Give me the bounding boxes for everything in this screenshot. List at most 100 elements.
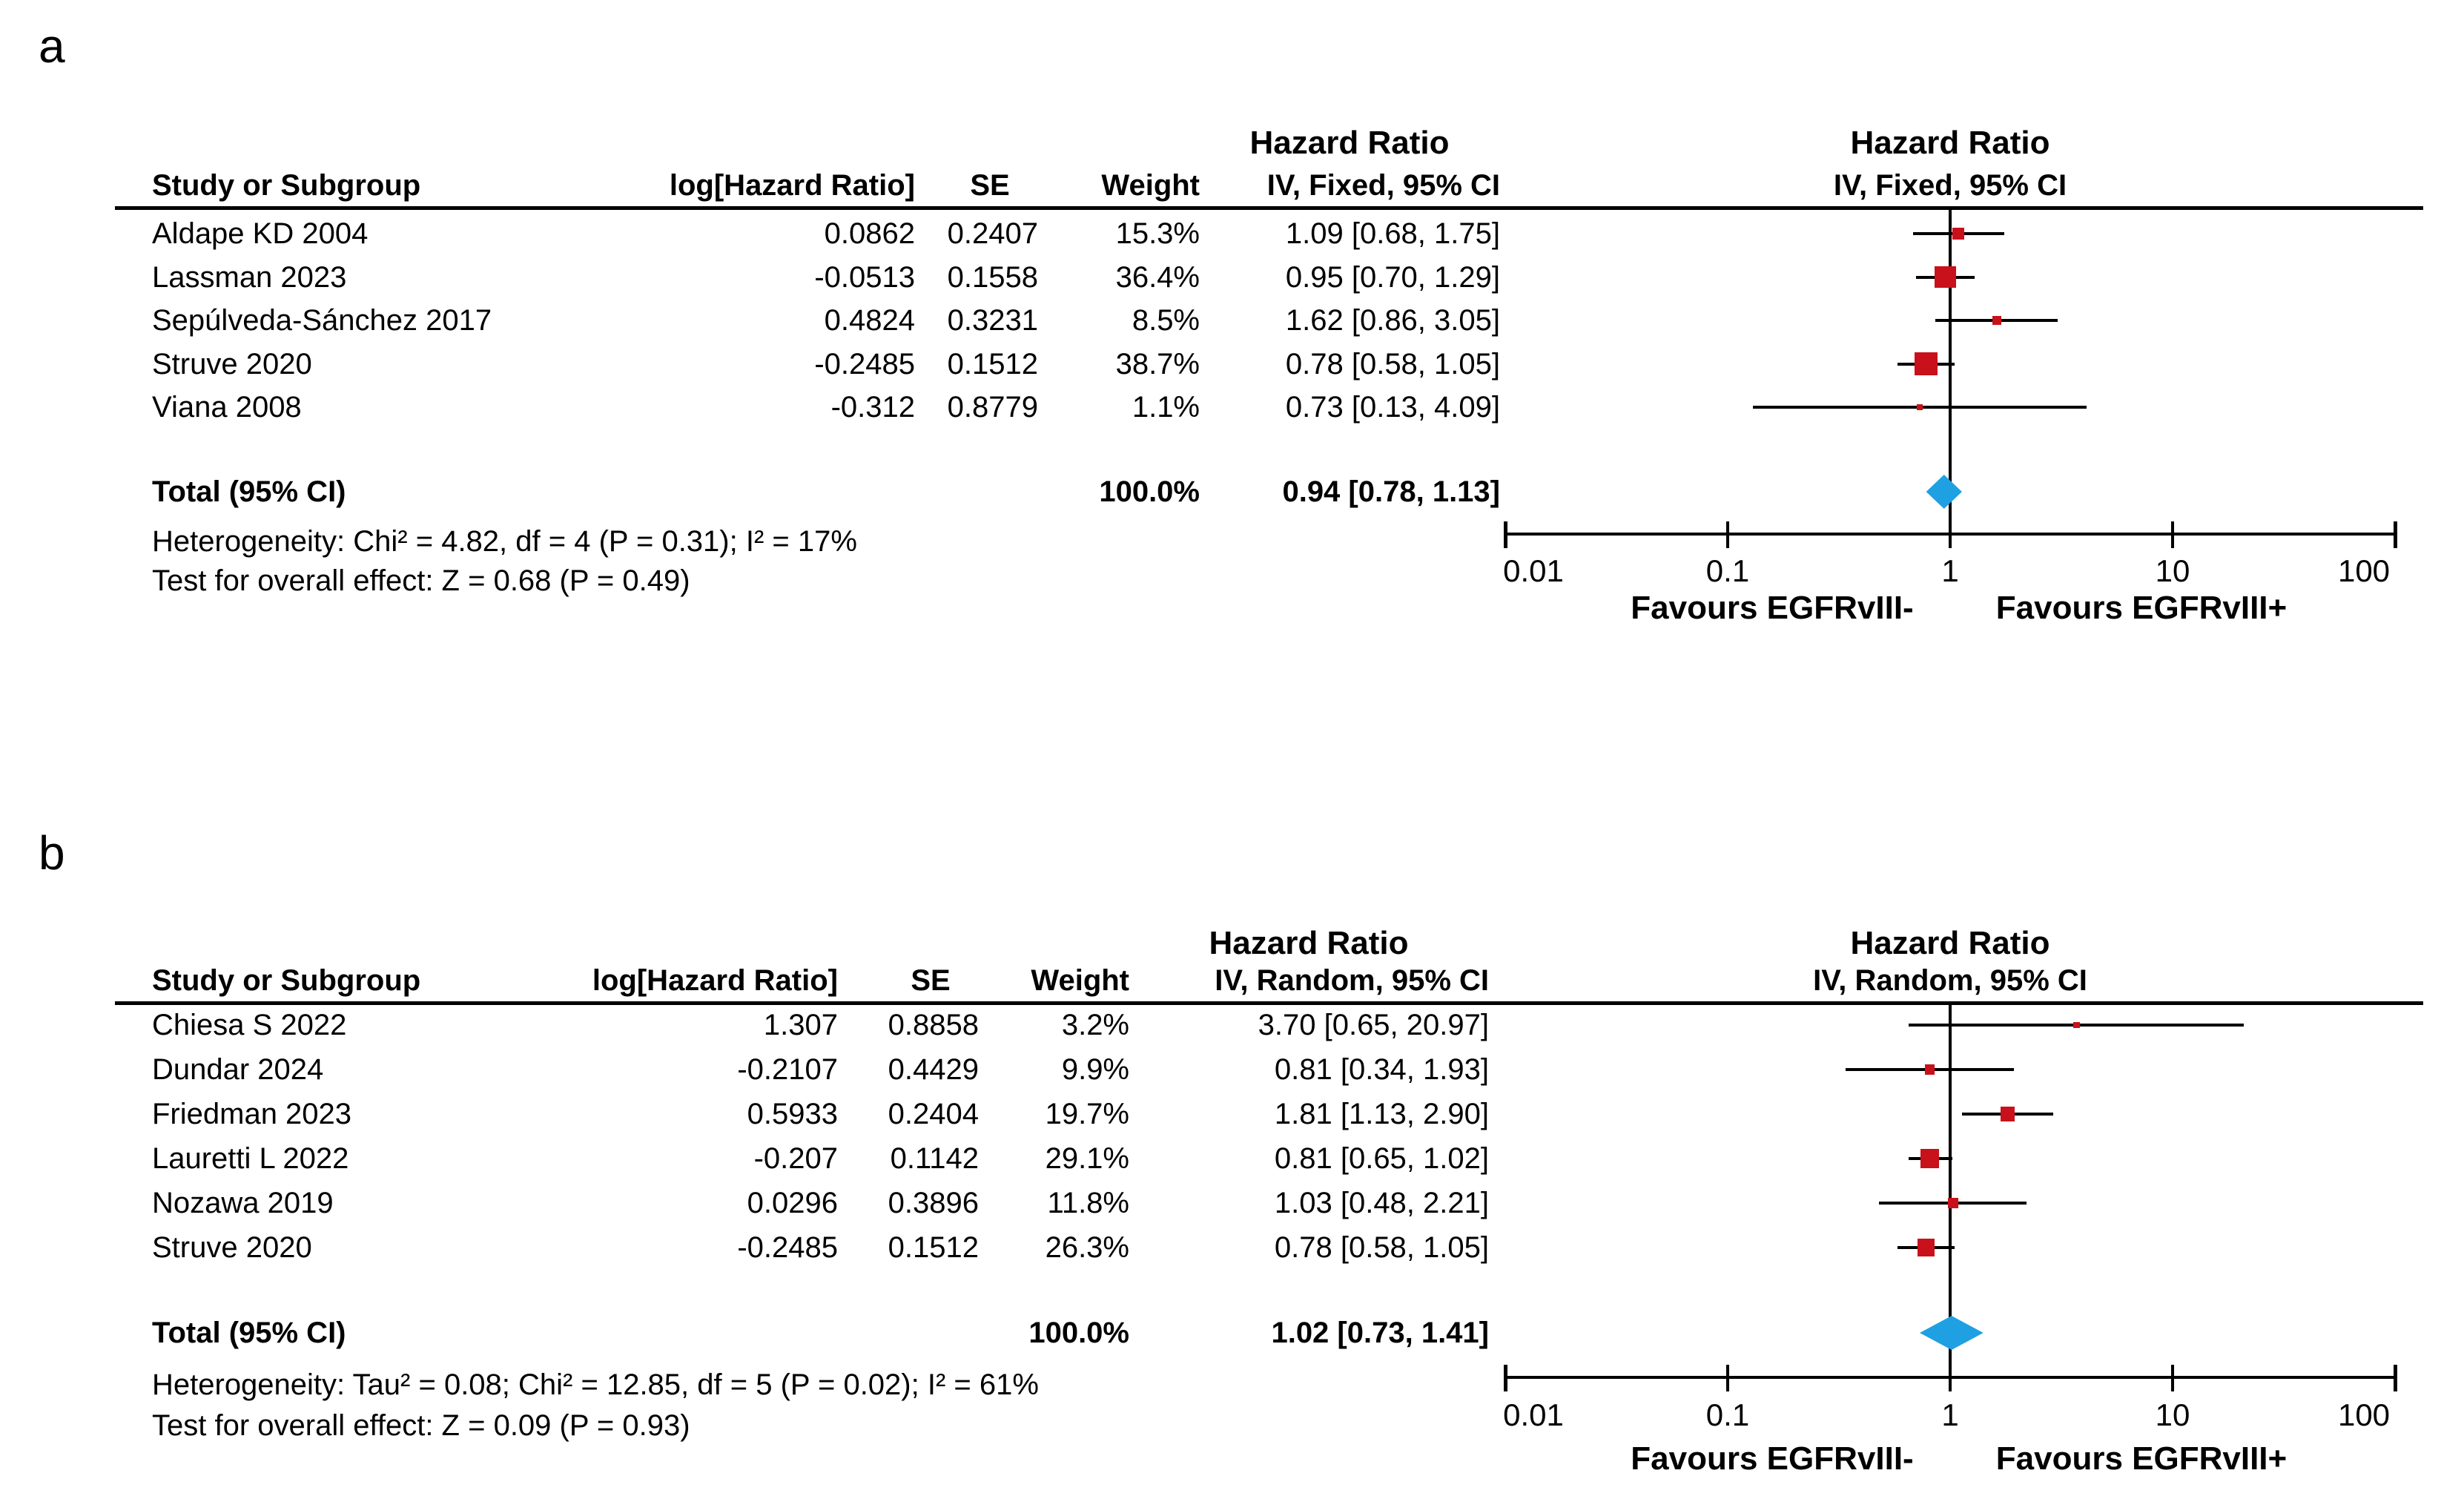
row-study: Viana 2008 [152,391,302,424]
favours-left-label: Favours EGFRvIII- [1631,1440,1914,1477]
row-study: Struve 2020 [152,1231,312,1264]
plot-effect-header: Hazard Ratio [1850,125,2050,161]
row-study: Nozawa 2019 [152,1187,334,1219]
plot-model-header: IV, Random, 95% CI [1813,964,2087,997]
row-loghr: -0.207 [753,1142,838,1175]
null-line [1949,1004,1952,1391]
row-study: Lassman 2023 [152,260,347,294]
row-weight: 36.4% [1115,260,1200,294]
axis-tick [2171,521,2174,548]
row-weight: 15.3% [1115,217,1200,250]
column-header-weight: Weight [1031,964,1129,997]
row-loghr: 0.0862 [824,217,915,250]
row-study: Sepúlveda-Sánchez 2017 [152,304,492,337]
favours-right-label: Favours EGFRvIII+ [1995,1440,2288,1477]
axis-tick-label: 0.1 [1705,1397,1750,1432]
row-se: 0.1512 [947,347,1038,380]
row-ci: 0.81 [0.65, 1.02] [1274,1142,1489,1175]
row-study: Friedman 2023 [152,1098,352,1130]
axis-tick-label: 10 [2155,1397,2190,1432]
axis-tick-label: 100 [2337,1397,2391,1432]
row-ci: 1.09 [0.68, 1.75] [1285,217,1500,250]
row-ci: 1.81 [1.13, 2.90] [1274,1098,1489,1130]
row-se: 0.8858 [888,1009,979,1041]
total-ci: 0.94 [0.78, 1.13] [1282,475,1500,508]
axis-tick-label: 1 [1941,1397,1959,1432]
effect-square [1934,266,1957,289]
panel-a-letter: a [39,19,65,73]
favours-right-label: Favours EGFRvIII+ [1995,590,2288,626]
column-header-se: SE [970,169,1010,202]
row-loghr: -0.2107 [737,1053,838,1086]
row-study: Lauretti L 2022 [152,1142,349,1175]
axis-tick [1726,521,1729,548]
pooled-diamond [1919,1316,1984,1350]
axis-tick-label: 10 [2155,553,2190,588]
row-loghr: 1.307 [763,1009,838,1041]
row-weight: 9.9% [1061,1053,1129,1086]
column-header-study: Study or Subgroup [152,964,421,997]
favours-left-label: Favours EGFRvIII- [1631,590,1914,626]
effect-square [1992,315,2001,326]
row-weight: 29.1% [1045,1142,1129,1175]
row-study: Struve 2020 [152,347,312,380]
axis-tick-label: 1 [1941,553,1959,588]
column-header-study: Study or Subgroup [152,169,421,202]
row-weight: 26.3% [1045,1231,1129,1264]
effect-square [2000,1107,2015,1121]
effect-square [1920,1149,1940,1168]
row-ci: 0.81 [0.34, 1.93] [1274,1053,1489,1086]
row-se: 0.4429 [888,1053,979,1086]
plot-effect-header: Hazard Ratio [1850,925,2050,961]
row-ci: 0.78 [0.58, 1.05] [1274,1231,1489,1264]
row-se: 0.3231 [947,304,1038,337]
row-loghr: -0.312 [830,391,915,424]
column-header-se: SE [911,964,951,997]
row-ci: 1.03 [0.48, 2.21] [1274,1187,1489,1219]
axis-tick [1726,1365,1729,1391]
total-label: Total (95% CI) [152,475,346,508]
row-weight: 8.5% [1132,304,1200,337]
overall-effect-text: Test for overall effect: Z = 0.09 (P = 0… [152,1409,690,1442]
panel-b-letter: b [39,826,65,880]
row-weight: 3.2% [1061,1009,1129,1041]
effect-square [1915,352,1938,375]
total-weight: 100.0% [1028,1317,1129,1349]
row-ci: 0.95 [0.70, 1.29] [1285,260,1500,294]
axis-tick-label: 0.01 [1503,1397,1564,1432]
total-label: Total (95% CI) [152,1317,346,1349]
axis-tick-label: 0.01 [1503,553,1564,588]
row-weight: 1.1% [1132,391,1200,424]
row-se: 0.2404 [888,1098,979,1130]
header-rule [115,206,2423,210]
row-loghr: -0.2485 [737,1231,838,1264]
row-weight: 19.7% [1045,1098,1129,1130]
axis-tick [2394,521,2397,548]
row-se: 0.8779 [947,391,1038,424]
effect-square [1917,1239,1935,1256]
row-ci: 0.78 [0.58, 1.05] [1285,347,1500,380]
table-effect-header: Hazard Ratio [1249,125,1450,161]
row-loghr: 0.4824 [824,304,915,337]
row-se: 0.3896 [888,1187,979,1219]
row-se: 0.1142 [890,1142,979,1175]
row-se: 0.2407 [947,217,1038,250]
row-study: Chiesa S 2022 [152,1009,347,1041]
column-header-ci: IV, Fixed, 95% CI [1266,169,1500,202]
row-ci: 1.62 [0.86, 3.05] [1285,304,1500,337]
row-study: Dundar 2024 [152,1053,324,1086]
axis-tick [2171,1365,2174,1391]
effect-square [1924,1064,1935,1075]
table-effect-header: Hazard Ratio [1209,925,1409,961]
row-weight: 11.8% [1047,1187,1129,1219]
column-header-ci: IV, Random, 95% CI [1215,964,1489,997]
row-weight: 38.7% [1115,347,1200,380]
row-loghr: 0.5933 [747,1098,838,1130]
row-loghr: -0.0513 [814,260,915,294]
heterogeneity-text: Heterogeneity: Chi² = 4.82, df = 4 (P = … [152,525,857,558]
axis-tick [1504,521,1507,548]
total-ci: 1.02 [0.73, 1.41] [1271,1317,1489,1349]
header-rule [115,1001,2423,1005]
effect-square [1947,1197,1958,1209]
plot-model-header: IV, Fixed, 95% CI [1833,169,2067,202]
